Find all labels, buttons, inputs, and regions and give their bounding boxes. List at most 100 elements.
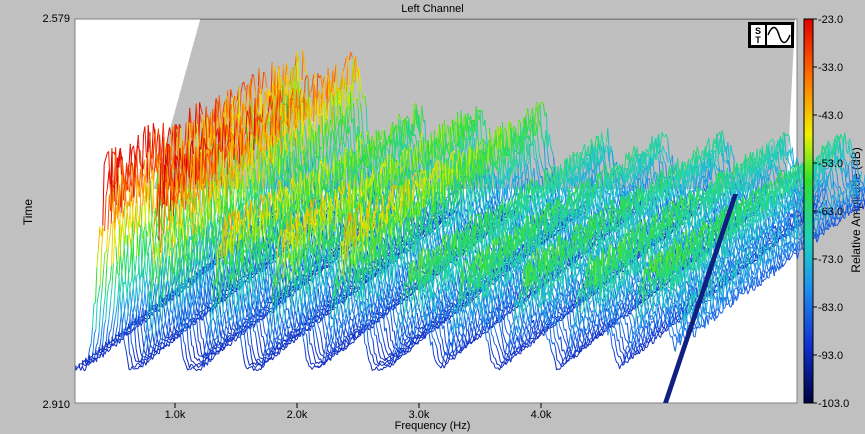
trace-segment: [607, 128, 610, 154]
trace-segment: [359, 83, 363, 92]
trace-segment: [545, 129, 548, 152]
trace-segment: [599, 132, 603, 153]
trace-segment: [348, 106, 351, 120]
trace-segment: [527, 107, 530, 128]
trace-segment: [474, 123, 477, 132]
trace-segment: [788, 162, 791, 165]
trace-segment: [815, 190, 818, 194]
trace-segment: [858, 205, 861, 210]
trace-segment: [365, 107, 369, 145]
trace-segment: [533, 113, 536, 125]
trace-segment: [466, 113, 469, 137]
trace-segment: [723, 136, 726, 151]
trace-segment: [844, 187, 847, 191]
trace-segment: [411, 134, 414, 136]
trace-segment: [661, 131, 664, 137]
trace-segment: [370, 168, 373, 175]
trace-segment: [843, 167, 846, 173]
trace-segment: [508, 120, 511, 123]
trace-segment: [527, 162, 530, 165]
trace-segment: [786, 151, 790, 163]
trace-segment: [783, 131, 786, 135]
trace-segment: [357, 108, 361, 137]
trace-segment: [512, 192, 515, 198]
trace-segment: [420, 106, 423, 134]
trace-segment: [608, 151, 611, 168]
trace-segment: [471, 121, 475, 135]
trace-segment: [361, 112, 364, 134]
trace-segment: [775, 143, 778, 151]
trace-segment: [356, 98, 359, 109]
trace-segment: [663, 161, 667, 165]
trace-segment: [829, 190, 832, 200]
trace-segment: [665, 151, 668, 161]
trace-segment: [858, 189, 862, 195]
trace-segment: [850, 142, 853, 152]
trace-segment: [439, 218, 442, 222]
trace-segment: [859, 171, 863, 178]
trace-segment: [828, 189, 831, 192]
trace-segment: [772, 138, 774, 141]
trace-segment: [411, 122, 415, 133]
trace-segment: [548, 163, 551, 167]
trace-segment: [725, 145, 728, 164]
trace-segment: [851, 153, 854, 167]
trace-segment: [719, 138, 722, 146]
trace-segment: [545, 112, 549, 147]
trace-segment: [421, 106, 424, 122]
trace-segment: [525, 159, 528, 164]
trace-segment: [343, 97, 346, 116]
trace-segment: [607, 146, 610, 162]
trace-segment: [539, 123, 542, 129]
trace-segment: [667, 160, 670, 163]
trace-segment: [417, 127, 421, 135]
trace-segment: [837, 137, 841, 154]
trace-segment: [856, 161, 859, 173]
chart-title: Left Channel: [0, 3, 865, 15]
trace-segment: [842, 139, 845, 159]
trace-segment: [796, 157, 799, 164]
trace-segment: [538, 154, 542, 161]
trace-segment: [825, 167, 827, 169]
trace-segment: [485, 135, 489, 149]
trace-segment: [708, 170, 711, 181]
trace-segment: [848, 210, 851, 216]
trace-segment: [730, 145, 733, 155]
trace-segment: [834, 196, 837, 201]
trace-segment: [338, 118, 341, 129]
trace-segment: [557, 229, 560, 232]
trace-segment: [364, 95, 367, 108]
trace-segment: [410, 131, 413, 135]
trace-segment: [728, 145, 732, 161]
trace-segment: [353, 97, 356, 102]
trace-segment: [836, 187, 839, 190]
trace-segment: [350, 51, 353, 58]
trace-segment: [348, 51, 352, 61]
trace-segment: [660, 149, 664, 156]
trace-segment: [663, 135, 666, 138]
trace-segment: [857, 172, 861, 179]
trace-segment: [853, 165, 856, 168]
trace-segment: [526, 135, 529, 160]
trace-segment: [856, 183, 860, 196]
trace-segment: [787, 133, 790, 138]
trace-segment: [478, 109, 481, 113]
trace-segment: [726, 159, 730, 162]
trace-segment: [298, 56, 301, 95]
trace-segment: [604, 144, 607, 154]
trace-segment: [358, 67, 361, 84]
trace-segment: [605, 144, 608, 147]
trace-segment: [722, 138, 726, 152]
trace-segment: [858, 177, 861, 184]
trace-segment: [848, 143, 851, 158]
trace-segment: [351, 57, 355, 102]
trace-segment: [662, 145, 666, 153]
trace-segment: [426, 210, 429, 217]
trace-segment: [417, 153, 420, 171]
trace-segment: [731, 154, 735, 157]
x-axis-label: Frequency (Hz): [0, 420, 865, 432]
trace-segment: [347, 56, 350, 86]
trace-segment: [445, 217, 448, 220]
trace-segment: [481, 109, 484, 127]
